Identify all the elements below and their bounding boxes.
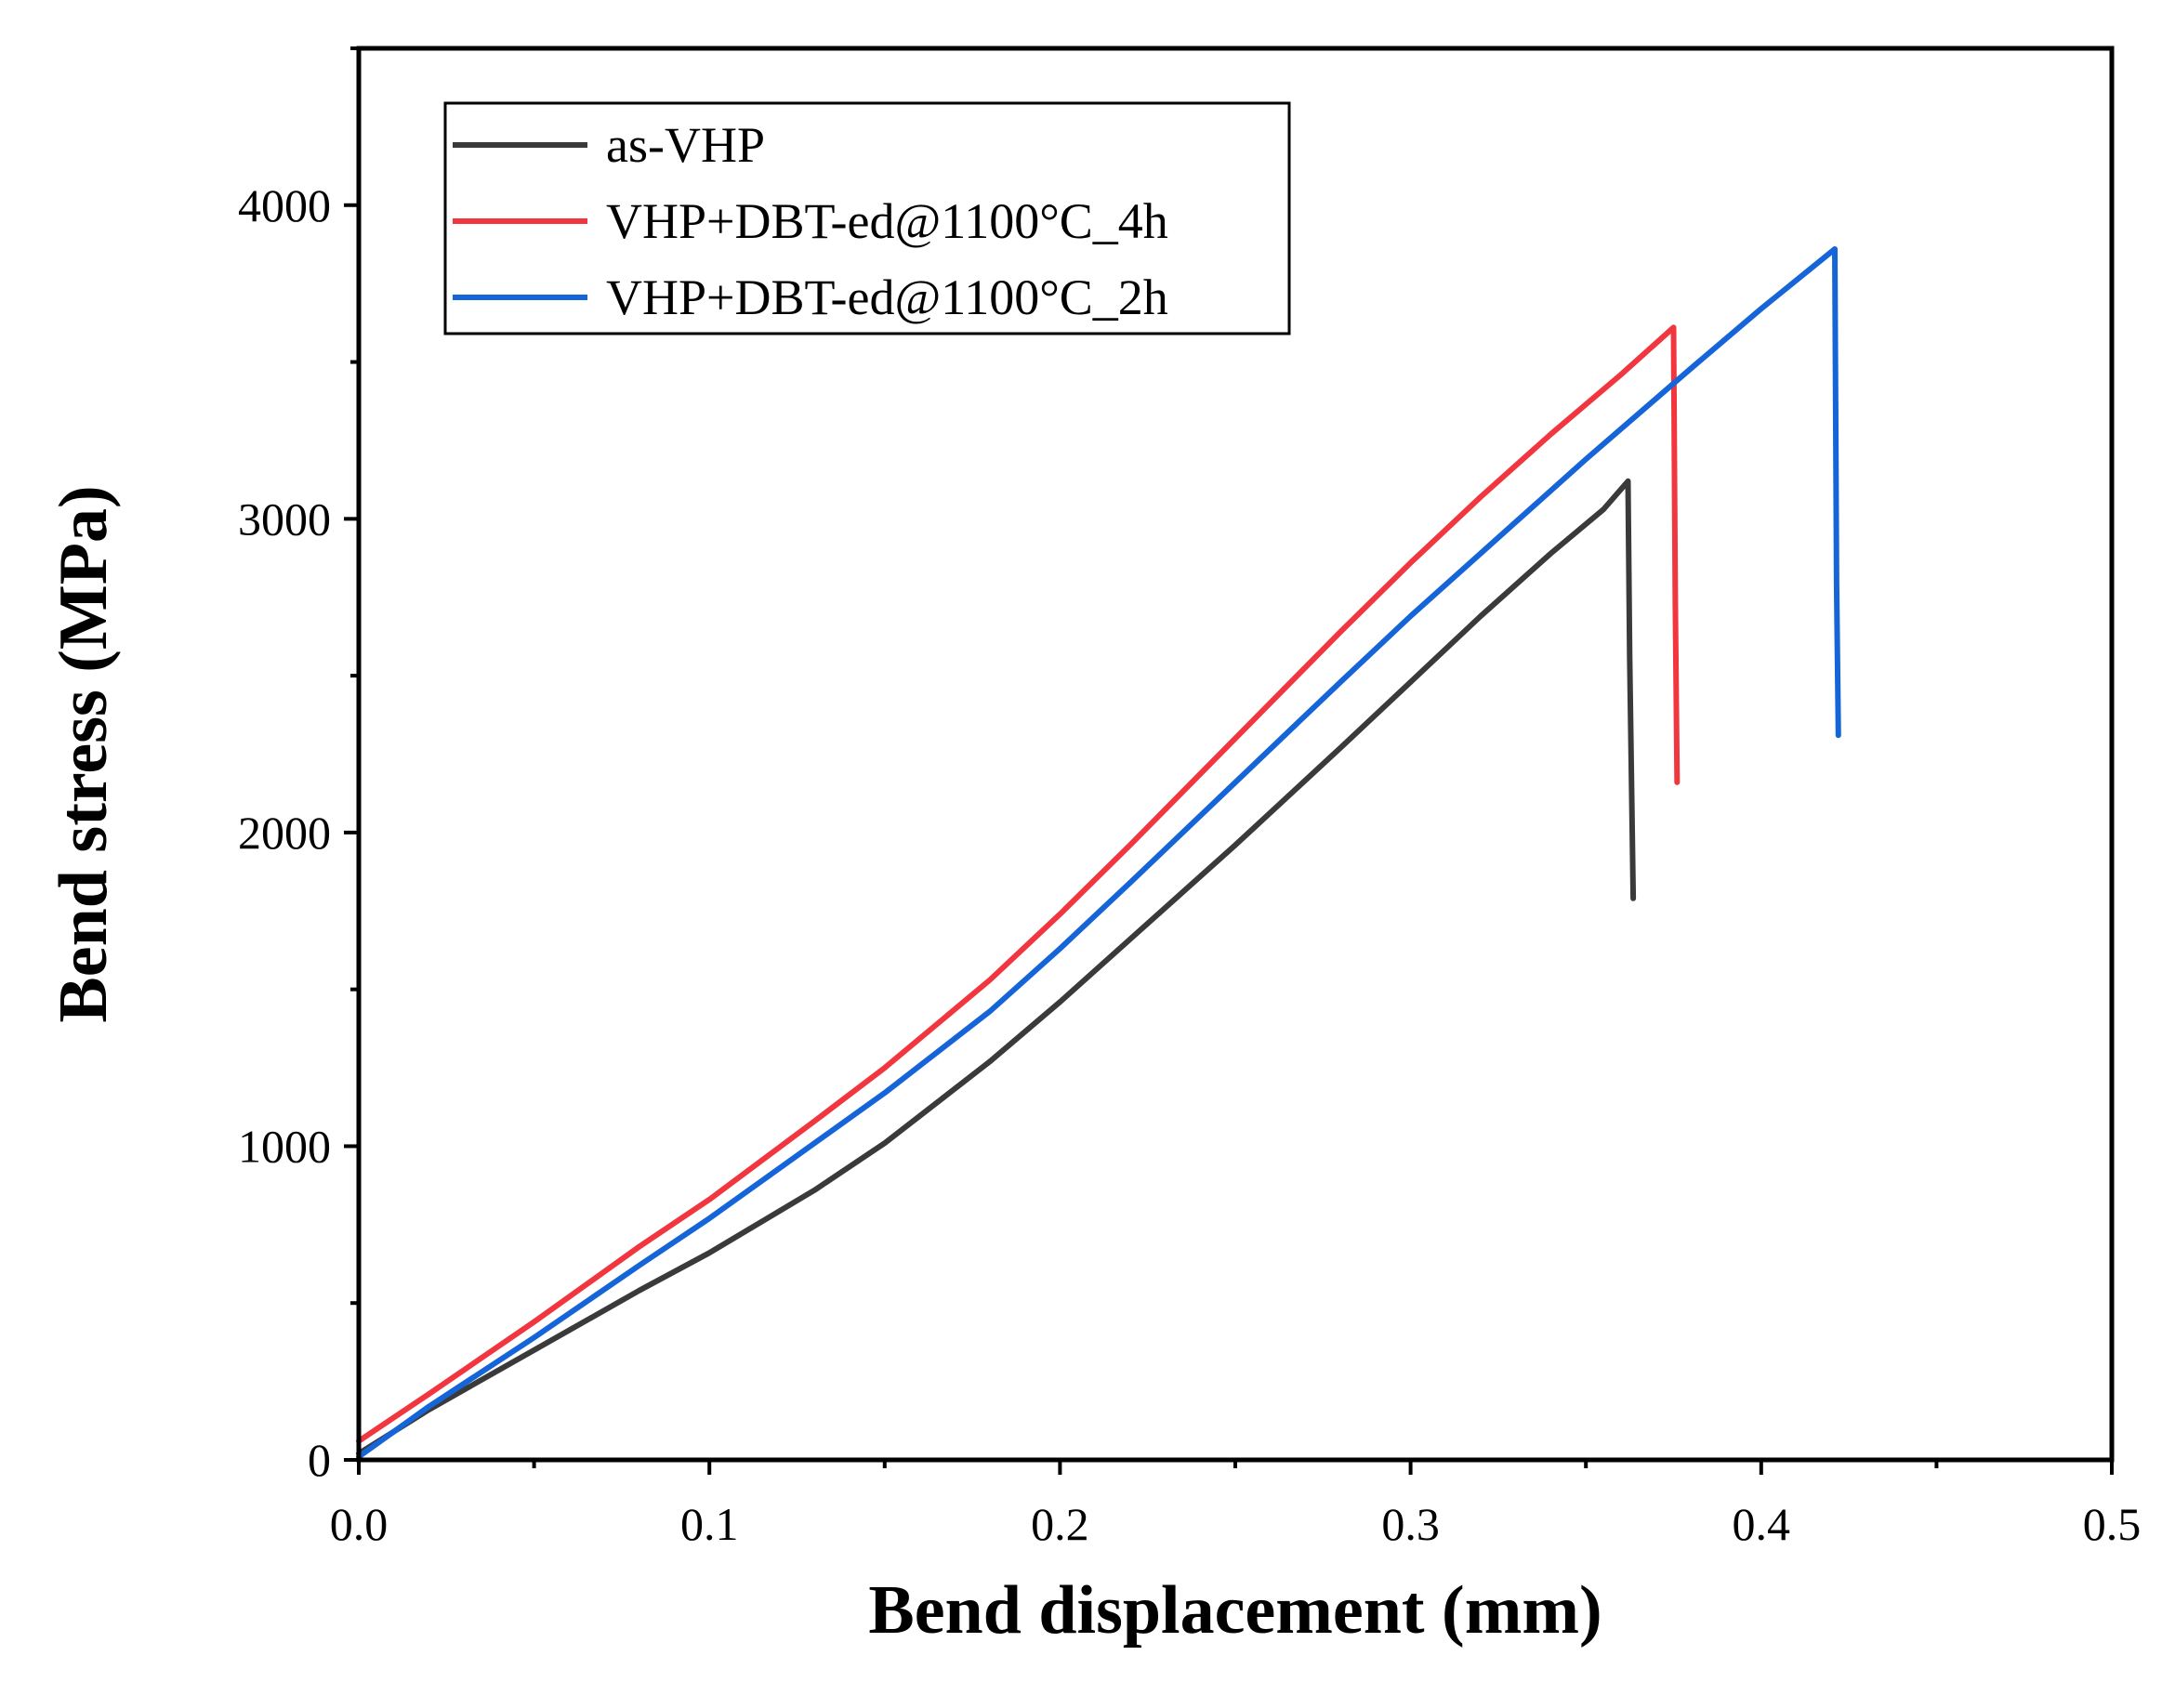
x-tick-label: 0.3 — [1381, 1498, 1440, 1550]
x-tick-label: 0.0 — [330, 1498, 389, 1550]
y-tick-label: 4000 — [238, 179, 331, 231]
legend: as-VHP VHP+DBT-ed@1100°C_4h VHP+DBT-ed@110… — [443, 101, 1291, 335]
y-tick-label: 0 — [308, 1434, 331, 1486]
legend-label-2: VHP+DBT-ed@1100°C_4h — [606, 193, 1168, 249]
series-line-1 — [356, 478, 1637, 1457]
legend-label-3: VHP+DBT-ed@1100°C_2h — [606, 269, 1168, 325]
series-line-3 — [356, 246, 1841, 1460]
x-tick-label: 0.4 — [1733, 1498, 1791, 1550]
x-axis-title: Bend displacement (mm) — [868, 1572, 1602, 1649]
x-tick-label: 0.2 — [1031, 1498, 1089, 1550]
series-layer — [356, 246, 1841, 1460]
x-tick-label: 0.5 — [2083, 1498, 2142, 1550]
y-tick-label: 1000 — [238, 1120, 331, 1172]
legend-label-1: as-VHP — [606, 117, 765, 173]
series-line-2 — [356, 324, 1681, 1444]
ticks-layer: 0.0 0.1 0.2 0.3 0.4 0.5 0 1000 2000 3000 4000 — [238, 46, 2142, 1550]
x-tick-label: 0.1 — [680, 1498, 739, 1550]
y-tick-label: 2000 — [238, 807, 331, 859]
y-tick-label: 3000 — [238, 493, 331, 545]
plot-frame — [356, 46, 2115, 1463]
y-axis-title: Bend stress (MPa) — [46, 485, 122, 1022]
